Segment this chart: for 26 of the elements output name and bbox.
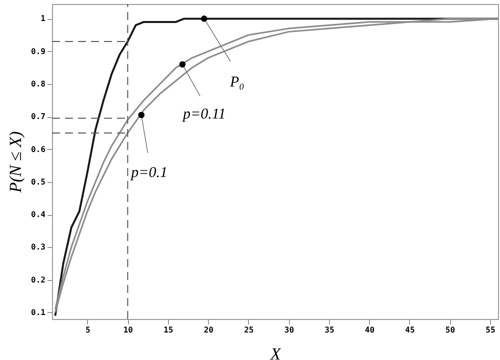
y-tick-label: 0.9 [31, 46, 46, 56]
y-tick-label: 1 [40, 14, 46, 24]
x-tick-label: 10 [123, 326, 134, 334]
x-axis-title: X [269, 344, 282, 360]
y-tick-label: 0.3 [31, 242, 46, 252]
y-tick-label: 0.6 [31, 144, 46, 154]
annotation: P₀ [228, 74, 244, 91]
y-tick-label: 0.2 [31, 275, 46, 284]
x-tick-label: 55 [486, 326, 496, 334]
x-tick-label: 25 [244, 326, 254, 334]
y-tick-label: 0.4 [31, 210, 46, 220]
y-tick-label: 0.5 [31, 177, 46, 186]
y-tick-label: 0.1 [31, 308, 46, 317]
x-tick-label: 20 [204, 326, 214, 334]
x-tick-label: 45 [405, 326, 415, 334]
x-tick-label: 40 [364, 326, 375, 334]
y-tick-label: 0.8 [31, 79, 46, 88]
x-tick-label: 15 [164, 326, 174, 334]
y-tick-label: 0.7 [31, 112, 46, 122]
x-tick-label: 5 [86, 326, 91, 334]
x-tick-label: 50 [445, 326, 456, 334]
annotation: p=0.11 [182, 106, 226, 122]
x-tick-label: 30 [284, 326, 294, 334]
y-axis-title: P(N ≤ X) [6, 131, 26, 194]
x-tick-label: 35 [324, 326, 334, 334]
annotation: p=0.1 [130, 164, 168, 181]
